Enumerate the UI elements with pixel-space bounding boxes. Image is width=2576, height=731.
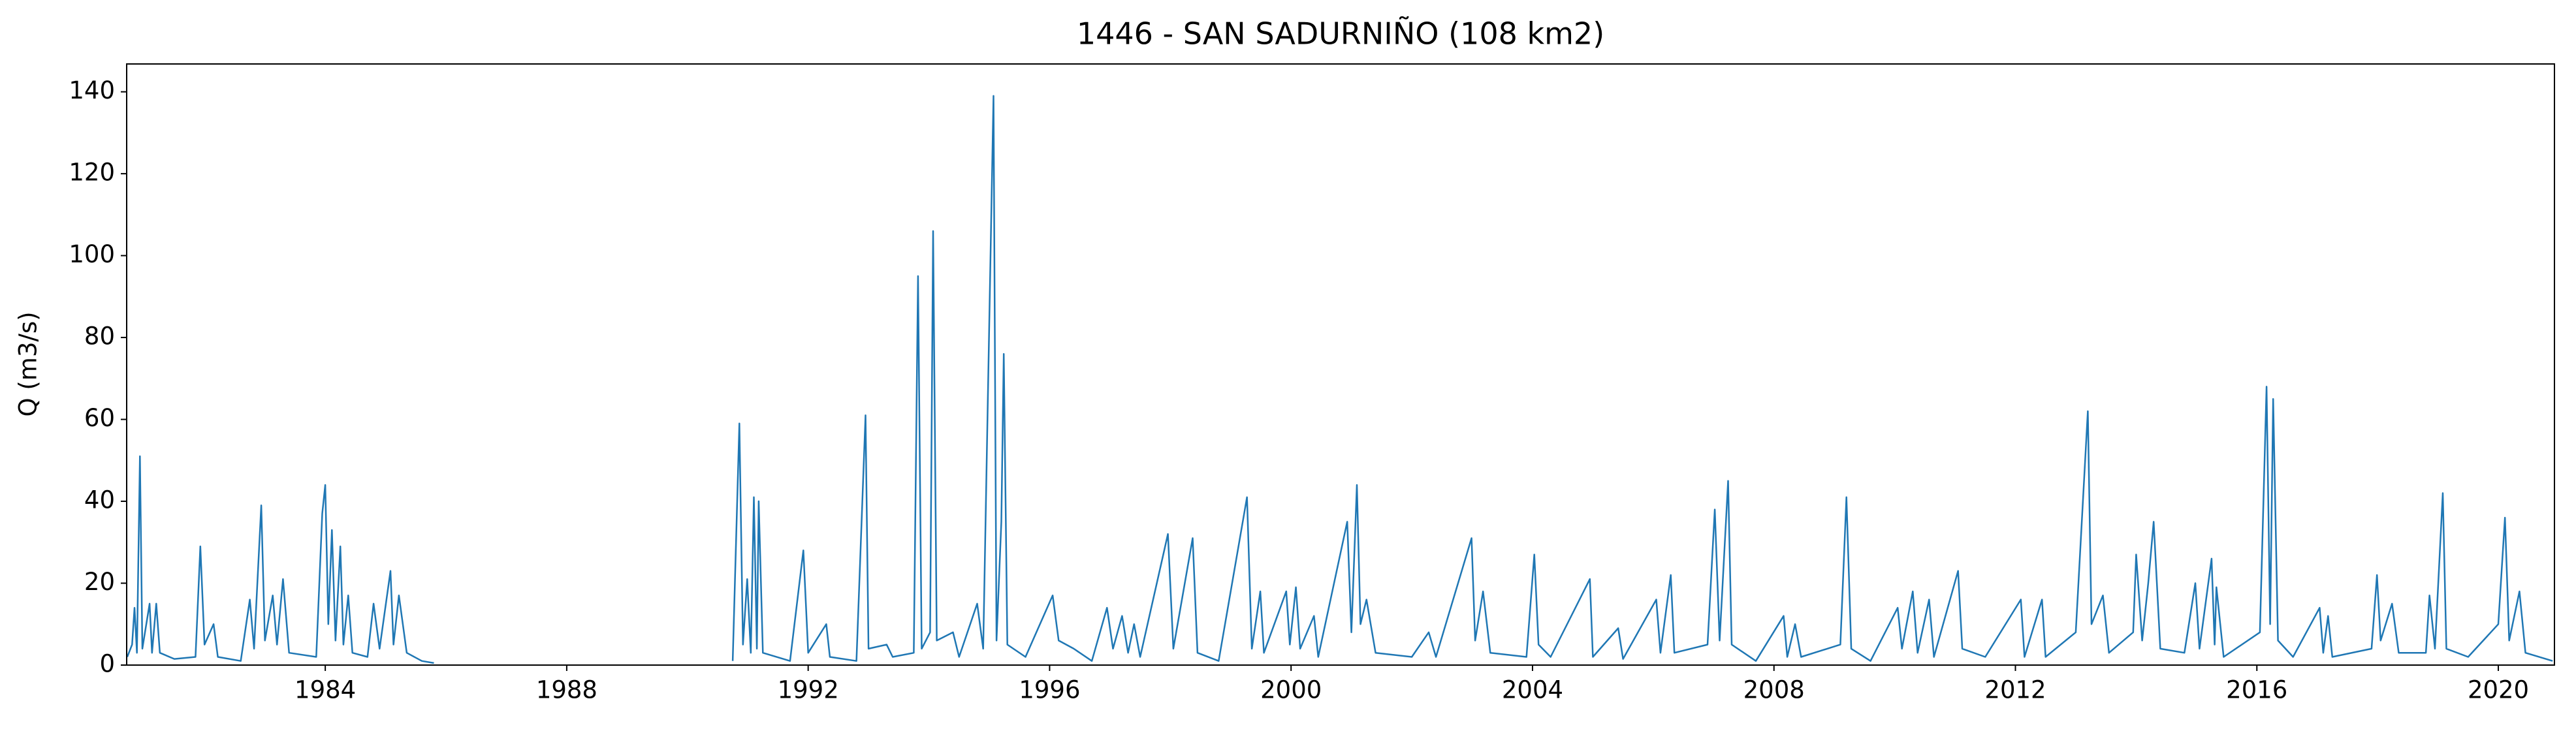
plot-frame	[126, 63, 2555, 666]
x-tick-label: 2016	[2226, 676, 2287, 704]
x-tick-label: 2004	[1502, 676, 1563, 704]
discharge-line	[126, 95, 2553, 664]
y-tick-label: 60	[84, 404, 115, 432]
y-tick-label: 120	[69, 159, 115, 187]
x-tick-label: 1984	[294, 676, 356, 704]
x-tick-label: 2008	[1743, 676, 1805, 704]
y-tick-label: 0	[99, 650, 115, 678]
x-tick-label: 1992	[778, 676, 839, 704]
y-tick-label: 100	[69, 240, 115, 268]
chart-title: 1446 - SAN SADURNIÑO (108 km2)	[1077, 16, 1604, 52]
x-tick-label: 1988	[536, 676, 597, 704]
y-tick-label: 80	[84, 322, 115, 350]
y-axis-label: Q (m3/s)	[14, 311, 42, 416]
x-tick-label: 2012	[1984, 676, 2046, 704]
x-tick-label: 1996	[1019, 676, 1080, 704]
x-tick-label: 2000	[1260, 676, 1322, 704]
y-tick-label: 40	[84, 486, 115, 514]
x-tick-label: 2020	[2468, 676, 2529, 704]
y-tick-label: 140	[69, 76, 115, 104]
y-tick-label: 20	[84, 568, 115, 596]
